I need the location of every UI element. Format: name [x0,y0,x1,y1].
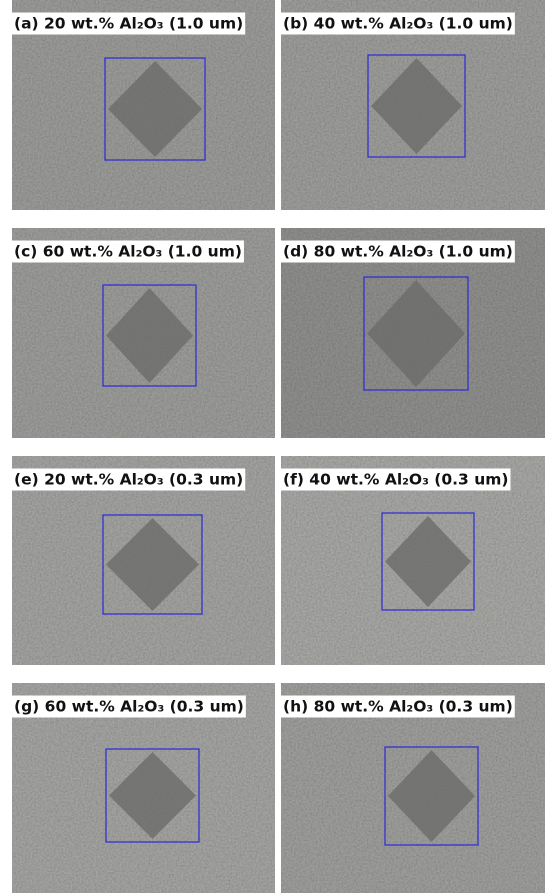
panel: (e) 20 wt.% Al₂O₃ (0.3 um) [12,456,275,665]
panel-label: (e) 20 wt.% Al₂O₃ (0.3 um) [14,471,243,489]
panel-label: (g) 60 wt.% Al₂O₃ (0.3 um) [14,698,244,716]
panel-label: (h) 80 wt.% Al₂O₃ (0.3 um) [283,698,513,716]
panel: (f) 40 wt.% Al₂O₃ (0.3 um) [281,456,545,665]
panel-label: (d) 80 wt.% Al₂O₃ (1.0 um) [283,243,513,261]
figure: (a) 20 wt.% Al₂O₃ (1.0 um) (b) 40 wt.% Al… [0,0,548,893]
panel: (h) 80 wt.% Al₂O₃ (0.3 um) [281,683,545,893]
panel-label: (a) 20 wt.% Al₂O₃ (1.0 um) [14,15,243,33]
panel-label: (b) 40 wt.% Al₂O₃ (1.0 um) [283,15,513,33]
panel-label: (c) 60 wt.% Al₂O₃ (1.0 um) [14,243,242,261]
panel: (b) 40 wt.% Al₂O₃ (1.0 um) [281,0,545,210]
panel: (c) 60 wt.% Al₂O₃ (1.0 um) [12,228,275,438]
panel: (g) 60 wt.% Al₂O₃ (0.3 um) [12,683,275,893]
panel: (a) 20 wt.% Al₂O₃ (1.0 um) [12,0,275,210]
panel-label: (f) 40 wt.% Al₂O₃ (0.3 um) [283,471,508,489]
panel: (d) 80 wt.% Al₂O₃ (1.0 um) [281,228,545,438]
